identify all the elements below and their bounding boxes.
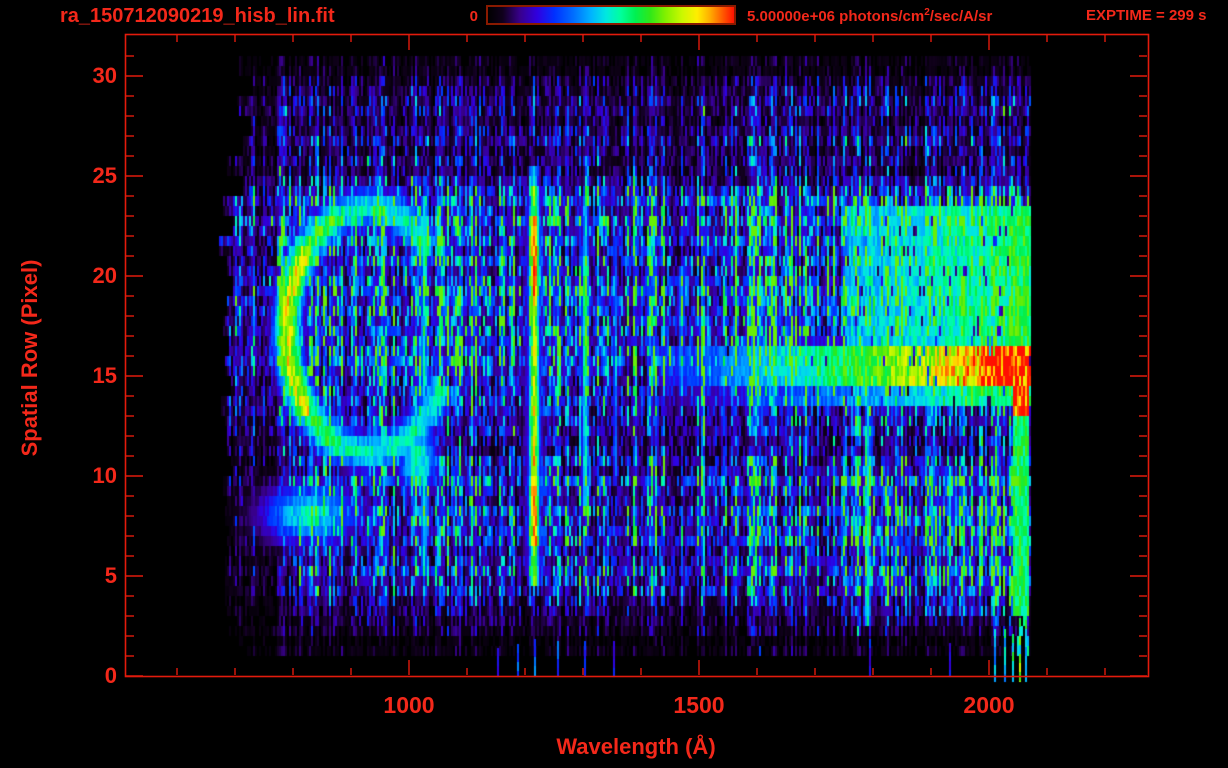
x-tick-label: 1000	[383, 692, 435, 718]
y-axis-title: Spatial Row (Pixel)	[17, 259, 42, 457]
filename-title: ra_150712090219_hisb_lin.fit	[60, 5, 335, 27]
x-tick-label: 1500	[673, 692, 725, 718]
plot-frame	[124, 33, 1150, 678]
colorbar-max-text: 5.00000e+06 photons/cm	[747, 8, 925, 25]
colorbar	[486, 5, 736, 25]
y-tick-label: 10	[92, 463, 117, 488]
y-tick-label: 20	[92, 263, 117, 288]
colorbar-max-superscript: 2	[924, 7, 930, 18]
y-tick-label: 0	[104, 663, 117, 688]
x-axis-title: Wavelength (Å)	[556, 734, 716, 759]
y-tick-label: 5	[104, 563, 117, 588]
colorbar-min-label: 0	[469, 8, 478, 25]
colorbar-max-text-units: /sec/A/sr	[929, 8, 993, 25]
y-tick-label: 30	[92, 63, 117, 88]
colorbar-max-label: 5.00000e+06 photons/cm2/sec/A/sr	[747, 7, 992, 25]
x-tick-label: 2000	[963, 692, 1015, 718]
y-tick-label: 15	[92, 363, 117, 388]
exptime-label: EXPTIME = 299 s	[1086, 7, 1207, 24]
y-tick-label: 25	[92, 163, 117, 188]
